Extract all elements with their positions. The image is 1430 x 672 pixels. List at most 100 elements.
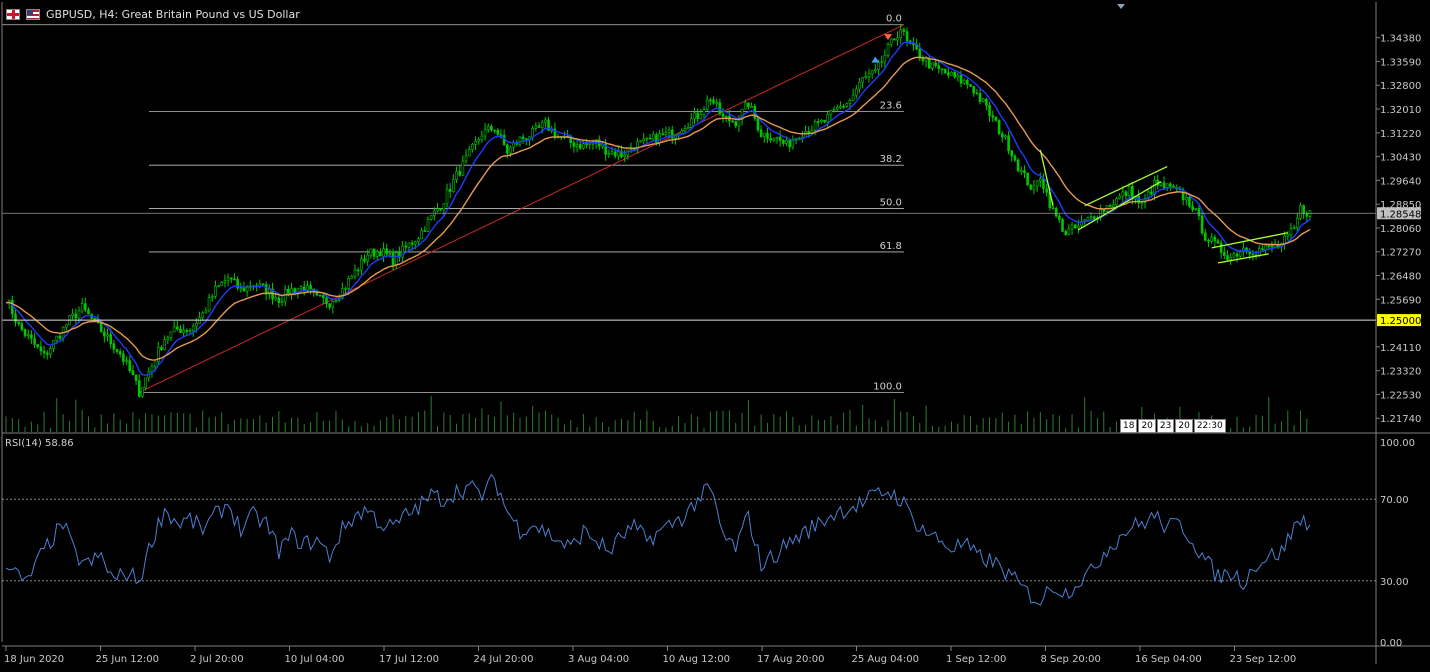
candle-body [696, 112, 699, 119]
candle-body [1150, 191, 1153, 195]
candle-body [947, 72, 950, 76]
candle-body [1064, 231, 1067, 235]
candle-body [937, 65, 941, 70]
candle-body [1245, 247, 1248, 252]
candle-body [693, 112, 696, 120]
candle-body [845, 103, 849, 107]
candle-body [1089, 216, 1093, 218]
fib-level-label: 38.2 [880, 154, 902, 165]
candle-body [956, 74, 960, 78]
time-tick-label: 2 Jul 20:00 [190, 654, 244, 665]
candle-body [417, 238, 420, 243]
candle-body [33, 338, 36, 345]
trend-lines[interactable] [139, 24, 905, 393]
time-tick-label: 25 Aug 04:00 [852, 654, 919, 665]
chart-title-text: GBPUSD, H4: Great Britain Pound vs US Do… [46, 8, 300, 21]
gb-flag-icon [6, 9, 20, 20]
candle-body [791, 140, 795, 148]
candle-body [195, 323, 198, 327]
candle-body [715, 102, 718, 104]
candle-body [309, 285, 312, 290]
candle-body [826, 114, 830, 123]
candle-body [1004, 135, 1007, 138]
candle-body [1127, 186, 1131, 196]
candle-body [1292, 227, 1296, 229]
price-tick-label: 1.32010 [1380, 105, 1421, 116]
candle-body [782, 140, 785, 144]
candle-body [1121, 191, 1125, 197]
candle-body [388, 252, 392, 255]
candle-body [832, 108, 836, 111]
candle-body [972, 86, 975, 94]
price-tick-label: 1.30430 [1380, 153, 1421, 164]
candle-body [290, 288, 293, 296]
candle-body [144, 377, 147, 388]
candle-body [379, 251, 382, 257]
candle-body [420, 230, 423, 240]
candle-body [613, 151, 617, 157]
candle-body [582, 143, 585, 149]
candle-body [1067, 228, 1071, 235]
candle-body [823, 119, 826, 123]
candle-body [493, 129, 496, 132]
candle-body [1270, 245, 1274, 248]
candle-body [394, 252, 398, 266]
fibonacci-retracement[interactable]: 0.0 23.6 38.2 50.0 61.8 100.0 [2, 14, 904, 393]
candle-body [439, 208, 442, 211]
candle-body [610, 151, 614, 154]
candle-body [261, 283, 265, 286]
rsi-tick-label: 30.00 [1380, 577, 1409, 588]
candle-body [356, 269, 360, 272]
candle-body [1029, 184, 1033, 190]
candle-body [214, 285, 217, 297]
candle-body [156, 347, 160, 363]
trend-line [139, 24, 905, 393]
candle-body [889, 38, 893, 45]
horizontal-lines[interactable] [2, 212, 1376, 321]
candle-body [131, 370, 135, 376]
channel-lines[interactable] [1039, 149, 1288, 264]
price-tick-label: 1.28060 [1380, 224, 1421, 235]
channel-line [1217, 253, 1269, 264]
candle-body [87, 309, 90, 315]
price-tick-label: 1.29640 [1380, 176, 1421, 187]
time-tick-label: 8 Sep 20:00 [1041, 654, 1101, 665]
candle-body [1194, 208, 1198, 210]
candle-body [277, 297, 281, 303]
candle-body [1058, 215, 1061, 220]
candle-body [71, 313, 74, 316]
time-tick-label: 3 Aug 04:00 [568, 654, 629, 665]
shift-marker-icon[interactable] [1117, 4, 1125, 9]
candle-body [369, 248, 373, 256]
candle-body [617, 151, 620, 157]
candle-body [20, 323, 24, 330]
candle-body [788, 139, 791, 148]
candle-body [981, 98, 985, 102]
candle-body [42, 350, 46, 354]
candle-body [699, 114, 703, 119]
candle-body [931, 62, 934, 69]
candle-body [893, 38, 896, 41]
candle-body [1153, 179, 1156, 195]
candle-body [341, 288, 344, 299]
candle-body [702, 109, 706, 116]
candle-body [172, 326, 176, 333]
candle-body [578, 144, 582, 149]
candle-body [115, 349, 119, 352]
candle-body [1235, 253, 1239, 257]
candle-body [918, 48, 922, 59]
trade-markers[interactable] [871, 34, 893, 63]
candle-body [223, 280, 227, 283]
candle-body [191, 325, 195, 331]
candle-body [1216, 240, 1220, 244]
candle-body [661, 133, 665, 135]
us-flag-icon [26, 9, 40, 20]
candle-body [325, 297, 328, 304]
candle-body [11, 299, 14, 315]
candle-body [1162, 182, 1166, 188]
candle-body [816, 121, 820, 123]
candle-body [766, 132, 769, 139]
candle-body [943, 69, 947, 74]
